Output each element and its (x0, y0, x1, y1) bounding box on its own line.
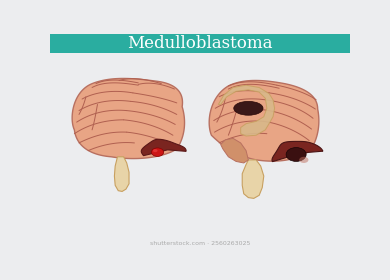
Text: shutterstock.com · 2560263025: shutterstock.com · 2560263025 (150, 241, 250, 246)
FancyBboxPatch shape (50, 34, 350, 53)
Ellipse shape (153, 149, 158, 152)
Polygon shape (242, 160, 264, 198)
Polygon shape (72, 78, 184, 158)
Polygon shape (114, 157, 129, 192)
Polygon shape (221, 138, 248, 163)
Ellipse shape (234, 101, 263, 115)
Polygon shape (141, 139, 186, 156)
Ellipse shape (151, 148, 164, 157)
Polygon shape (272, 141, 323, 162)
Ellipse shape (286, 148, 306, 161)
Polygon shape (209, 80, 319, 161)
Ellipse shape (299, 157, 308, 163)
Text: Medulloblastoma: Medulloblastoma (127, 35, 273, 52)
Polygon shape (218, 85, 275, 136)
